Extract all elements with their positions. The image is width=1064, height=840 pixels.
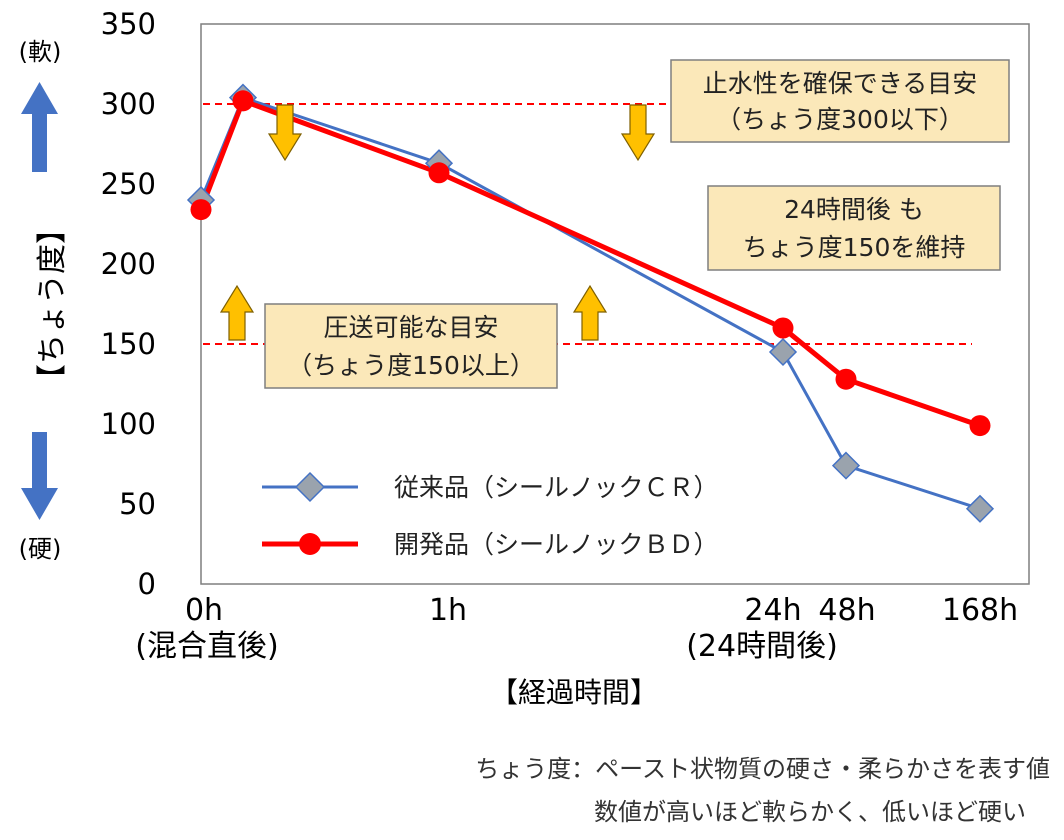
data-point — [768, 337, 798, 367]
legend: 従来品（シールノックＣＲ） 開発品（シールノックＢＤ） — [262, 471, 719, 559]
arrow-up-icon — [21, 82, 58, 172]
data-point — [969, 415, 991, 437]
y-tick-label: 300 — [101, 87, 156, 121]
x-tick-1h: 1h — [429, 593, 467, 628]
y-tick-labels: 0 50 100 150 200 250 300 350 — [101, 7, 156, 601]
data-point — [772, 317, 794, 339]
footnote-line1: ちょう度：ペースト状物質の硬さ・柔らかさを表す値 — [475, 755, 1050, 783]
series-layer — [186, 83, 995, 523]
annotation-pumpable: 圧送可能な目安 （ちょう度150以上） — [264, 303, 558, 389]
footnote-line2: 数値が高いほど軟らかく、低いほど硬い — [594, 798, 1026, 826]
data-point — [965, 494, 995, 523]
annotation-24h: 24時間後 も ちょう度150を維持 — [707, 185, 1001, 271]
legend-marker-conventional — [294, 471, 326, 503]
data-point — [428, 162, 450, 184]
x-tick-24h: 24h — [744, 593, 801, 628]
data-point — [835, 368, 857, 390]
x-tick-24h-sub: (24時間後) — [686, 629, 838, 664]
annotation-pumpable-line2: （ちょう度150以上） — [287, 351, 535, 380]
data-point — [831, 451, 861, 480]
y-tick-label: 150 — [101, 327, 156, 361]
annotation-waterproof-line1: 止水性を確保できる目安 — [703, 69, 978, 98]
y-tick-label: 100 — [101, 407, 156, 441]
x-tick-48h: 48h — [818, 593, 875, 628]
x-tick-0h-sub: (混合直後) — [135, 629, 278, 664]
up-arrow-icon — [572, 284, 608, 341]
y-tick-label: 0 — [138, 567, 156, 601]
legend-label-conventional: 従来品（シールノックＣＲ） — [394, 473, 719, 502]
y-axis-title: 【ちょう度】 — [35, 214, 70, 394]
data-point — [190, 199, 212, 221]
x-tick-0h: 0h — [185, 593, 223, 628]
series-line — [198, 98, 981, 428]
annotation-pumpable-line1: 圧送可能な目安 — [323, 313, 498, 342]
data-point — [232, 90, 254, 112]
annotation-waterproof: 止水性を確保できる目安 （ちょう度300以下） — [670, 59, 1010, 143]
down-arrow-icon — [267, 104, 303, 162]
annotation-24h-line1: 24時間後 も — [784, 195, 924, 224]
x-axis-title: 【経過時間】 — [490, 676, 658, 709]
y-tick-label: 250 — [101, 167, 156, 201]
plot-area — [200, 23, 1030, 585]
y-tick-label: 350 — [101, 7, 156, 41]
arrow-down-icon — [21, 432, 58, 520]
legend-label-developed: 開発品（シールノックＢＤ） — [394, 530, 719, 559]
annotation-24h-line2: ちょう度150を維持 — [743, 233, 966, 262]
up-arrow-icon — [219, 284, 255, 341]
legend-marker-developed — [299, 533, 321, 555]
x-tick-168h: 168h — [942, 593, 1018, 628]
y-tick-label: 50 — [119, 487, 156, 521]
soft-label: (軟) — [19, 38, 62, 66]
hard-label: (硬) — [19, 535, 62, 563]
y-tick-label: 200 — [101, 247, 156, 281]
annotation-waterproof-line2: （ちょう度300以下） — [716, 105, 964, 134]
down-arrow-icon — [620, 104, 656, 162]
